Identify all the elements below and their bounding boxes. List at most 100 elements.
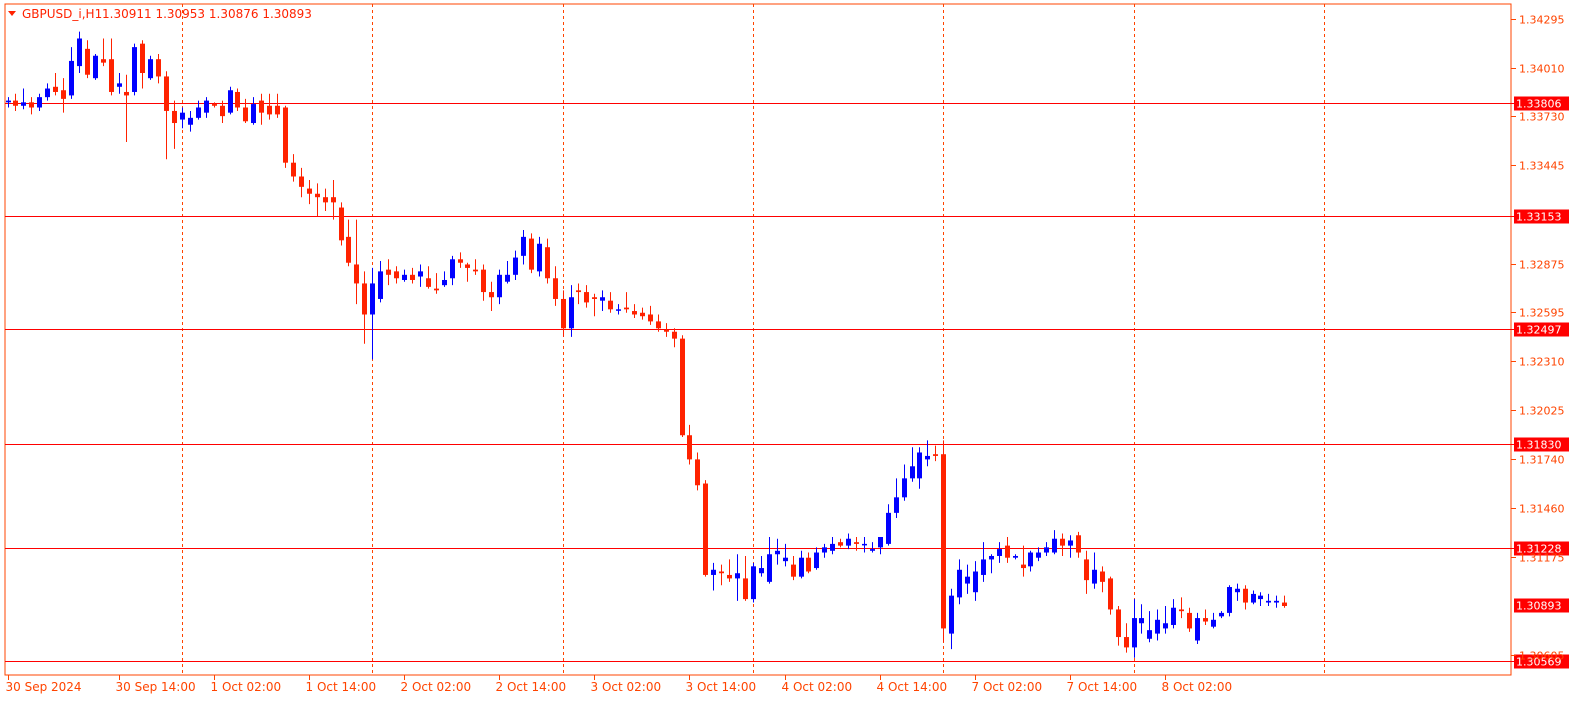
symbol-label: GBPUSD_i,H1 (22, 7, 102, 21)
x-tick-label: 2 Oct 14:00 (496, 680, 567, 694)
candle-body (759, 568, 764, 574)
candle (806, 552, 811, 574)
candle-body (870, 549, 875, 551)
candle (672, 328, 677, 348)
candle-body (529, 238, 534, 270)
candle-body (204, 100, 209, 113)
x-tick-label: 30 Sep 2024 (6, 680, 82, 694)
candle-body (426, 278, 431, 287)
candle-body (354, 264, 359, 284)
current-price-label: 1.30893 (1516, 600, 1562, 613)
candle (450, 255, 455, 286)
candle-body (648, 314, 653, 322)
candle-body (1266, 600, 1271, 603)
candle-body (791, 564, 796, 577)
candle (1036, 547, 1041, 562)
candle-body (497, 274, 502, 298)
candle-body (680, 338, 685, 436)
candle (640, 307, 645, 320)
candle-body (1084, 559, 1089, 581)
candle-body (672, 331, 677, 339)
candle (1108, 576, 1113, 615)
candle (751, 562, 756, 603)
candle (846, 533, 851, 550)
candle-body (513, 257, 518, 275)
candle (101, 38, 106, 67)
candle-body (140, 43, 145, 73)
candle (759, 555, 764, 577)
candle-body (243, 107, 248, 122)
candle-body (212, 104, 217, 106)
candle-body (1147, 630, 1152, 639)
symbol-dropdown-icon[interactable] (8, 11, 16, 16)
candle-body (783, 557, 788, 562)
candle-body (410, 274, 415, 280)
candle-body (1258, 595, 1263, 600)
candle-body (600, 297, 605, 301)
plot-frame (4, 3, 1512, 676)
candle (1251, 590, 1256, 605)
level-price-tag (1514, 209, 1569, 224)
candle (275, 93, 280, 118)
candle (569, 285, 574, 337)
candle-body (806, 557, 811, 572)
candle-body (1195, 618, 1200, 641)
candle (814, 547, 819, 570)
candle-body (703, 483, 708, 575)
candle-body (1100, 571, 1105, 582)
candle-body (941, 454, 946, 629)
candle (997, 542, 1002, 563)
candle (695, 452, 700, 491)
level-price-label: 1.31228 (1516, 543, 1562, 556)
y-tick-label: 1.33730 (1519, 111, 1565, 124)
candle (1116, 606, 1121, 646)
candle-body (775, 550, 780, 555)
candle (711, 562, 716, 591)
candle-body (283, 107, 288, 163)
candle-body (228, 90, 233, 113)
candle-body (61, 90, 66, 99)
candle (1171, 599, 1176, 629)
candle (894, 478, 899, 519)
candle (378, 261, 383, 303)
candle (1044, 542, 1049, 556)
candle-body (1235, 588, 1240, 593)
candle (656, 314, 661, 332)
level-price-tag (1514, 437, 1569, 452)
candle-body (331, 197, 336, 203)
candle-body (632, 311, 637, 315)
candle (228, 86, 233, 115)
candle-body (1028, 552, 1033, 567)
candle (370, 267, 375, 360)
candle-body (933, 454, 938, 456)
candle-body (370, 283, 375, 315)
x-tick-label: 1 Oct 02:00 (211, 680, 282, 694)
candle-body (1124, 637, 1129, 648)
candle-body (545, 247, 550, 279)
candle-body (196, 107, 201, 118)
candle (687, 424, 692, 465)
candle (1147, 611, 1152, 643)
candle (394, 266, 399, 284)
candle (1005, 537, 1010, 563)
candle-body (156, 59, 161, 77)
candle (799, 550, 804, 579)
candle-body (1116, 609, 1121, 638)
candle (481, 264, 486, 301)
candle (410, 267, 415, 284)
candle-body (687, 435, 692, 460)
candle (957, 559, 962, 605)
candle (965, 564, 970, 594)
candle-body (997, 549, 1002, 556)
candle-body (386, 269, 391, 275)
candle (465, 262, 470, 282)
candle-body (1243, 588, 1248, 603)
candle (1282, 595, 1287, 608)
candle (600, 290, 605, 312)
candle-body (592, 297, 597, 299)
candle-body (339, 207, 344, 241)
candle-body (394, 271, 399, 279)
